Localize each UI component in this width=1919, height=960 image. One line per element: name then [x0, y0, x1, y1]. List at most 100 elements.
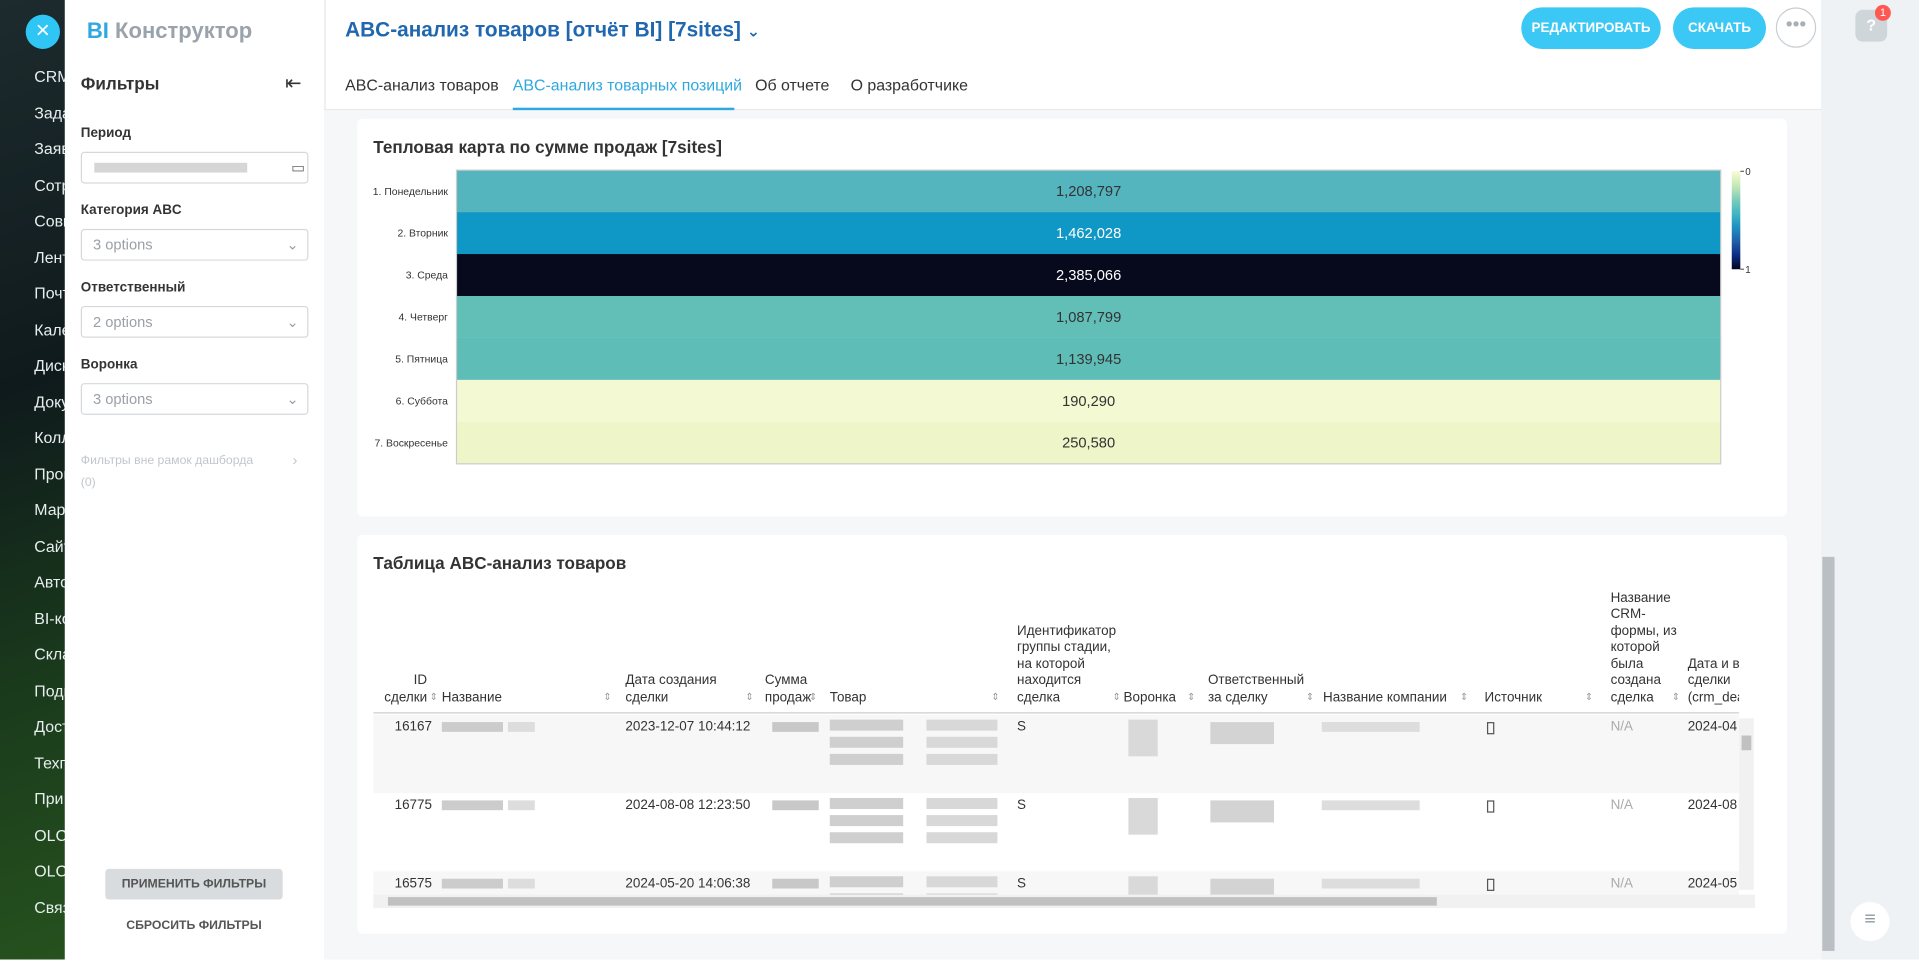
column-header[interactable]: Идентификатор группы стадии, на которой …: [1017, 623, 1117, 705]
sort-icon: ⇕: [1305, 691, 1315, 703]
heatmap-frame: [455, 169, 1722, 465]
pixelated-cell: [926, 876, 998, 888]
owner-select[interactable]: 2 options ⌄: [80, 305, 309, 338]
report-title[interactable]: ABC-анализ товаров [отчёт BI] [7sites] ⌄: [345, 18, 761, 42]
table-card: Таблица ABC-анализ товаров ID сделки ⇕ Наз…: [357, 534, 1787, 934]
tab[interactable]: О разработчике: [850, 75, 968, 95]
nav-item: Скла: [34, 644, 72, 664]
cell-label: 1,208,797: [1056, 184, 1121, 200]
heatmap: 1,208,797 1. Понедельник 1,462,028 2. Вторн…: [373, 167, 1751, 465]
pixelated-cell: [1128, 876, 1158, 896]
cell: S: [1017, 719, 1027, 735]
row-label: 4. Четверг: [399, 313, 449, 324]
nav-item: Авто: [34, 572, 69, 592]
column-header[interactable]: Воронка: [1123, 689, 1177, 705]
table-title: Таблица ABC-анализ товаров: [373, 553, 627, 573]
heatmap-cell: [456, 212, 1721, 255]
sort-icon: ⇕: [1671, 691, 1680, 703]
help-badge: 1: [1874, 4, 1891, 21]
nav-item: OLC: [34, 825, 67, 844]
nav-item: Зада: [34, 103, 71, 122]
period-input[interactable]: ▭: [80, 151, 309, 184]
tab[interactable]: ABC-анализ товаров: [345, 75, 499, 95]
cell: 2024-08-08 12:23:50: [625, 797, 751, 813]
source-icon: [1486, 800, 1495, 813]
cell: N/A: [1610, 719, 1634, 735]
nav-item: При: [34, 789, 64, 808]
pixelated-cell: [507, 878, 535, 889]
select-value: 2 options: [93, 313, 153, 331]
cell: 2024-05-20 14:06:38: [625, 876, 751, 891]
nav-item: Мар: [34, 500, 66, 519]
tab-underline: [512, 107, 735, 111]
reset-button[interactable]: СБРОСИТЬ ФИЛЬТРЫ: [126, 919, 262, 933]
column-header[interactable]: Товар: [829, 689, 867, 705]
column-header[interactable]: Название CRM-формы, из которой была созд…: [1610, 590, 1677, 705]
nav-item: Сотр: [34, 175, 71, 194]
heatmap-card: Тепловая карта по сумме продаж [7sites] …: [357, 118, 1787, 517]
pixelated-cell: [926, 832, 998, 844]
heatmap-cell: [456, 337, 1721, 380]
v-scrollbar[interactable]: [1739, 718, 1754, 890]
nav-item: OLC: [34, 861, 67, 880]
cell-label: 1,462,028: [1056, 226, 1121, 242]
colorbar-label: 1: [1745, 265, 1750, 276]
more-button[interactable]: •••: [1775, 7, 1817, 48]
nav-item: Диск: [34, 356, 69, 375]
heatmap-cell: [456, 170, 1721, 213]
cell: S: [1017, 876, 1027, 891]
cell: S: [1017, 797, 1027, 813]
column-header[interactable]: Источник: [1484, 689, 1543, 705]
pixelated-cell: [772, 800, 819, 811]
nav-item: Колл: [34, 428, 71, 447]
heatmap-cell: [456, 379, 1721, 422]
cell: 16575: [394, 876, 433, 891]
pixelated-cell: [926, 719, 998, 731]
abc-select[interactable]: 3 options ⌄: [80, 228, 309, 261]
sort-icon: ⇕: [745, 691, 754, 703]
column-header[interactable]: Сумма продаж: [764, 673, 812, 705]
source-icon: [1486, 878, 1495, 891]
collapse-button[interactable]: ⇤: [285, 73, 302, 95]
funnel-select[interactable]: 3 options ⌄: [80, 383, 309, 415]
content: Тепловая карта по сумме продаж [7sites] …: [324, 110, 1822, 960]
nav-item: Доку: [34, 392, 70, 411]
pixelated-cell: [926, 753, 998, 765]
row-label: 1. Понедельник: [373, 187, 449, 198]
column-header[interactable]: Название: [441, 689, 502, 705]
pixelated-cell: [829, 832, 904, 844]
column-header[interactable]: ID сделки: [384, 673, 428, 705]
pixelated-cell: [926, 815, 998, 827]
tab[interactable]: ABC-анализ товарных позиций: [512, 75, 743, 95]
cell-label: 2,385,066: [1056, 268, 1121, 284]
column-header[interactable]: Дата и время сделки (crm_deal_: [1687, 656, 1740, 705]
apply-button[interactable]: ПРИМЕНИТЬ ФИЛЬТРЫ: [105, 868, 283, 900]
column-header[interactable]: Ответственный за сделку: [1207, 673, 1305, 705]
page-scrollbar[interactable]: [1822, 556, 1835, 951]
nav-item: Прог: [34, 464, 70, 483]
download-button[interactable]: СКАЧАТЬ: [1673, 7, 1767, 49]
close-button[interactable]: ×: [25, 14, 60, 49]
column-header[interactable]: Название компании: [1322, 689, 1447, 705]
nav-item: Техп: [34, 753, 69, 772]
tab[interactable]: Об отчете: [755, 75, 830, 95]
sort-icon: ⇕: [1460, 691, 1469, 703]
row-label: 3. Среда: [406, 271, 448, 282]
sort-icon: ⇕: [1584, 691, 1594, 703]
row-label: 7. Воскресенье: [374, 439, 448, 450]
outside-count: (0): [80, 476, 96, 490]
column-header[interactable]: Дата создания сделки: [625, 673, 717, 705]
nav-item: Заяв: [34, 139, 70, 158]
h-scrollbar[interactable]: [373, 894, 1756, 909]
edit-button[interactable]: РЕДАКТИРОВАТЬ: [1521, 7, 1661, 49]
cell: 2023-12-07 10:44:12: [625, 719, 751, 735]
cell: 16775: [394, 797, 433, 813]
colorbar-label: 0: [1745, 167, 1751, 178]
outside-filters[interactable]: Фильтры вне рамок дашборда: [80, 454, 254, 468]
select-value: 3 options: [93, 390, 153, 408]
pixelated-cell: [772, 878, 819, 889]
cell-label: 190,290: [1062, 394, 1115, 410]
chat-button[interactable]: ≡: [1850, 901, 1890, 942]
pixelated-cell: [1128, 719, 1158, 757]
